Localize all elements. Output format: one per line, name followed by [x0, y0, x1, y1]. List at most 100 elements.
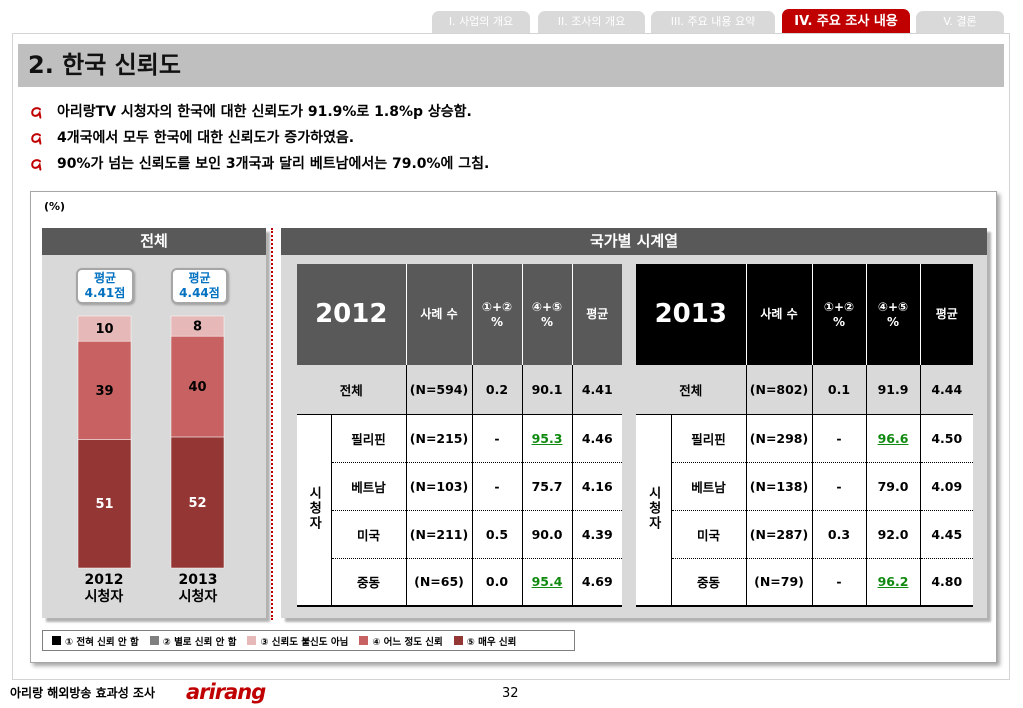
- legend-item: ② 별로 신뢰 안 함: [149, 634, 237, 648]
- legend-label: ④ 어느 정도 신뢰: [372, 636, 443, 648]
- data-cell: (N=138): [746, 462, 813, 511]
- country-row: 중동 (N=79) - 96.2 4.80: [636, 558, 973, 607]
- country-label: 필리핀: [331, 414, 407, 463]
- highlighted-value: 96.2: [877, 574, 909, 590]
- data-cell-value: (N=298): [749, 430, 809, 446]
- data-table-2013: 2013 사례 수 ①+② % ④+⑤ % 평균 전체 (N=802) 0.1 91.9 4.44…: [636, 264, 973, 607]
- page-number: 32: [502, 686, 519, 701]
- total-row-cell: (N=594): [406, 365, 473, 415]
- viewer-group-cell: 시청자: [297, 414, 332, 607]
- total-row: 전체 (N=802) 0.1 91.9 4.44: [636, 365, 973, 415]
- page-title: 2. 한국 신뢰도: [28, 51, 181, 79]
- country-row: 미국 (N=287) 0.3 92.0 4.45: [636, 510, 973, 559]
- total-row-cell: (N=802): [746, 365, 813, 415]
- data-cell-value: (N=287): [749, 526, 809, 542]
- table-year-cell: 2012: [297, 264, 407, 365]
- bar-segment: [170, 335, 225, 438]
- column-header: ①+② %: [472, 264, 523, 365]
- stacked-bar-chart: 51 39 10 52 40 8: [77, 315, 225, 569]
- country-row: 베트남 (N=103) - 75.7 4.16: [297, 462, 622, 511]
- average-callout-label: 평균: [93, 271, 117, 285]
- average-callout-value: 4.44점: [179, 286, 220, 300]
- data-cell: 4.45: [920, 510, 973, 559]
- data-cell-value: 4.46: [581, 430, 613, 446]
- viewer-group-label: 시청자: [306, 485, 322, 531]
- total-row-cell: 90.1: [522, 365, 573, 415]
- data-cell: (N=287): [746, 510, 813, 559]
- legend-label: ② 별로 신뢰 안 함: [162, 636, 237, 648]
- arirang-bullet-icon: [31, 159, 42, 171]
- data-cell: 0.0: [472, 558, 523, 607]
- category-label-2013: 2013 시청자: [178, 572, 218, 605]
- country-label: 베트남: [331, 462, 407, 511]
- data-cell: 4.39: [572, 510, 622, 559]
- legend-swatch: [52, 636, 61, 645]
- bar-value-label: 40: [188, 380, 206, 395]
- country-label: 중동: [671, 558, 747, 607]
- nav-tab-survey-overview[interactable]: II. 조사의 개요: [538, 11, 645, 33]
- bar-value-label: 52: [188, 496, 206, 511]
- legend-swatch: [359, 636, 369, 645]
- country-row: 미국 (N=211) 0.5 90.0 4.39: [297, 510, 622, 559]
- legend-label: ① 전혀 신뢰 안 함: [65, 636, 139, 648]
- viewer-group-cell: 시청자: [636, 414, 672, 607]
- total-row-cell: 4.44: [920, 365, 973, 415]
- data-cell: 4.09: [920, 462, 973, 511]
- data-cell-value: 75.7: [531, 478, 563, 494]
- overall-panel-header: 전체: [42, 228, 266, 255]
- bullet-item: 아리랑TV 시청자의 한국에 대한 신뢰도가 91.9%로 1.8%p 상승함.: [30, 102, 730, 122]
- bar-value-label: 39: [95, 384, 113, 399]
- total-row-cell: 4.41: [572, 365, 622, 415]
- data-cell: 0.3: [812, 510, 867, 559]
- nav-tab-overview[interactable]: I. 사업의 개요: [432, 11, 530, 33]
- data-cell: (N=298): [746, 414, 813, 463]
- data-cell-value: -: [494, 478, 500, 494]
- country-label: 중동: [331, 558, 407, 607]
- data-cell: 79.0: [866, 462, 921, 511]
- data-cell: (N=211): [406, 510, 473, 559]
- data-cell-value: (N=65): [414, 574, 464, 590]
- average-callout-label: 평균: [188, 271, 211, 285]
- data-cell-value: 4.45: [931, 526, 963, 542]
- footer-survey-title: 아리랑 해외방송 효과성 조사: [10, 686, 156, 700]
- data-cell: -: [472, 462, 523, 511]
- nav-tab-main-results[interactable]: IV. 주요 조사 내용: [782, 9, 910, 33]
- data-cell: (N=65): [406, 558, 473, 607]
- nav-tab-summary[interactable]: III. 주요 내용 요약: [651, 11, 775, 33]
- data-cell-value: 4.39: [581, 526, 613, 542]
- legend-label: ③ 신뢰도 불신도 아님: [260, 636, 349, 648]
- category-label-2012: 2012 시청자: [84, 572, 124, 605]
- data-cell-value: 0.0: [485, 574, 509, 590]
- data-cell: 95.4: [522, 558, 573, 607]
- slide-frame: [12, 33, 1010, 680]
- data-cell-value: (N=79): [754, 574, 804, 590]
- data-cell-value: (N=103): [409, 478, 469, 494]
- data-cell: 4.80: [920, 558, 973, 607]
- column-header: ④+⑤ %: [522, 264, 573, 365]
- data-cell-value: 0.5: [485, 526, 509, 542]
- country-row: 시청자 필리핀 (N=298) - 96.6 4.50: [636, 414, 973, 607]
- legend-swatch: [149, 636, 159, 645]
- data-cell: 4.50: [920, 414, 973, 463]
- average-callout-2013: 평균 4.44점: [171, 268, 228, 304]
- nav-tab-conclusion[interactable]: V. 결론: [916, 11, 1004, 33]
- bullet-text: 아리랑TV 시청자의 한국에 대한 신뢰도가 91.9%로 1.8%p 상승함.: [57, 104, 472, 120]
- title-bar: [18, 44, 1004, 87]
- country-label: 미국: [331, 510, 407, 559]
- data-cell: 75.7: [522, 462, 573, 511]
- arirang-logo: arirang: [186, 680, 266, 704]
- column-header: 평균: [935, 307, 958, 321]
- data-table-2012: 2012 사례 수 ①+② % ④+⑤ % 평균 전체 (N=594) 0.2 90.1 4.41…: [297, 264, 622, 607]
- country-label: 미국: [671, 510, 747, 559]
- data-cell: 0.5: [472, 510, 523, 559]
- total-row-cell: 0.1: [812, 365, 867, 415]
- data-cell: (N=79): [746, 558, 813, 607]
- total-row-cell: 91.9: [866, 365, 921, 415]
- arirang-bullet-icon: [31, 133, 42, 145]
- data-cell: -: [812, 414, 867, 463]
- data-cell-value: -: [836, 574, 842, 590]
- data-cell: -: [472, 414, 523, 463]
- country-row: 중동 (N=65) 0.0 95.4 4.69: [297, 558, 622, 607]
- data-cell-value: 4.50: [931, 430, 963, 446]
- table-year-cell: 2013: [636, 264, 747, 365]
